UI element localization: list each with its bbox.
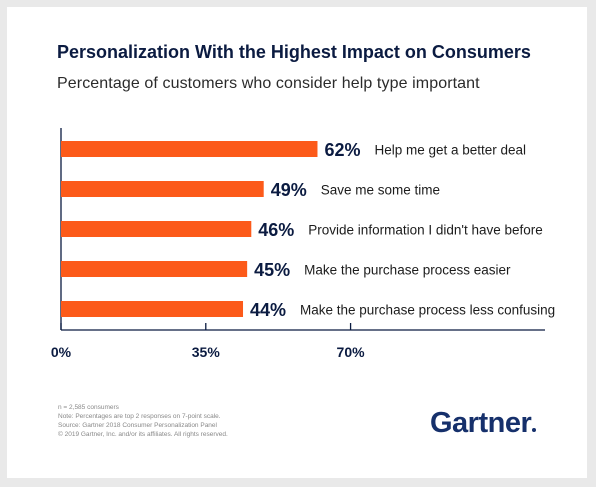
logo-dot-icon	[532, 428, 537, 432]
bar-category-label-2: Provide information I didn't have before	[308, 223, 542, 238]
footnote-source: Source: Gartner 2018 Consumer Personaliz…	[58, 422, 217, 429]
bar-value-label-3: 45%	[254, 260, 290, 280]
x-tick-label-0: 0%	[51, 344, 72, 360]
chart-title: Personalization With the Highest Impact …	[57, 42, 531, 62]
footnotes: n = 2,585 consumers Note: Percentages ar…	[58, 403, 228, 439]
bar-category-label-3: Make the purchase process easier	[304, 263, 511, 278]
bar-1	[61, 181, 264, 197]
bar-value-label-4: 44%	[250, 300, 286, 320]
x-tick-label-1: 35%	[192, 344, 221, 360]
x-tick-label-2: 70%	[337, 344, 366, 360]
infographic-card	[7, 7, 587, 478]
footnote-note: Note: Percentages are top 2 responses on…	[58, 413, 221, 420]
footnote-sample-size: n = 2,585 consumers	[58, 404, 119, 411]
bar-3	[61, 261, 248, 277]
bar-category-label-4: Make the purchase process less confusing	[300, 303, 555, 318]
bar-value-label-1: 49%	[271, 180, 307, 200]
bar-category-label-0: Help me get a better deal	[374, 143, 526, 158]
bar-4	[61, 301, 244, 317]
bar-0	[61, 141, 318, 157]
footnote-copyright: © 2019 Gartner, Inc. and/or its affiliat…	[58, 431, 228, 438]
chart-subtitle: Percentage of customers who consider hel…	[57, 75, 480, 92]
bar-value-label-0: 62%	[324, 140, 360, 160]
gartner-logo: Gartner	[430, 407, 537, 440]
bar-category-label-1: Save me some time	[321, 183, 440, 198]
logo-text: Gartner	[430, 407, 532, 439]
bar-2	[61, 221, 252, 237]
bar-chart: 0% 35% 70% 62% Help me get a better deal 49% S…	[51, 128, 555, 360]
bar-value-label-2: 46%	[258, 220, 294, 240]
